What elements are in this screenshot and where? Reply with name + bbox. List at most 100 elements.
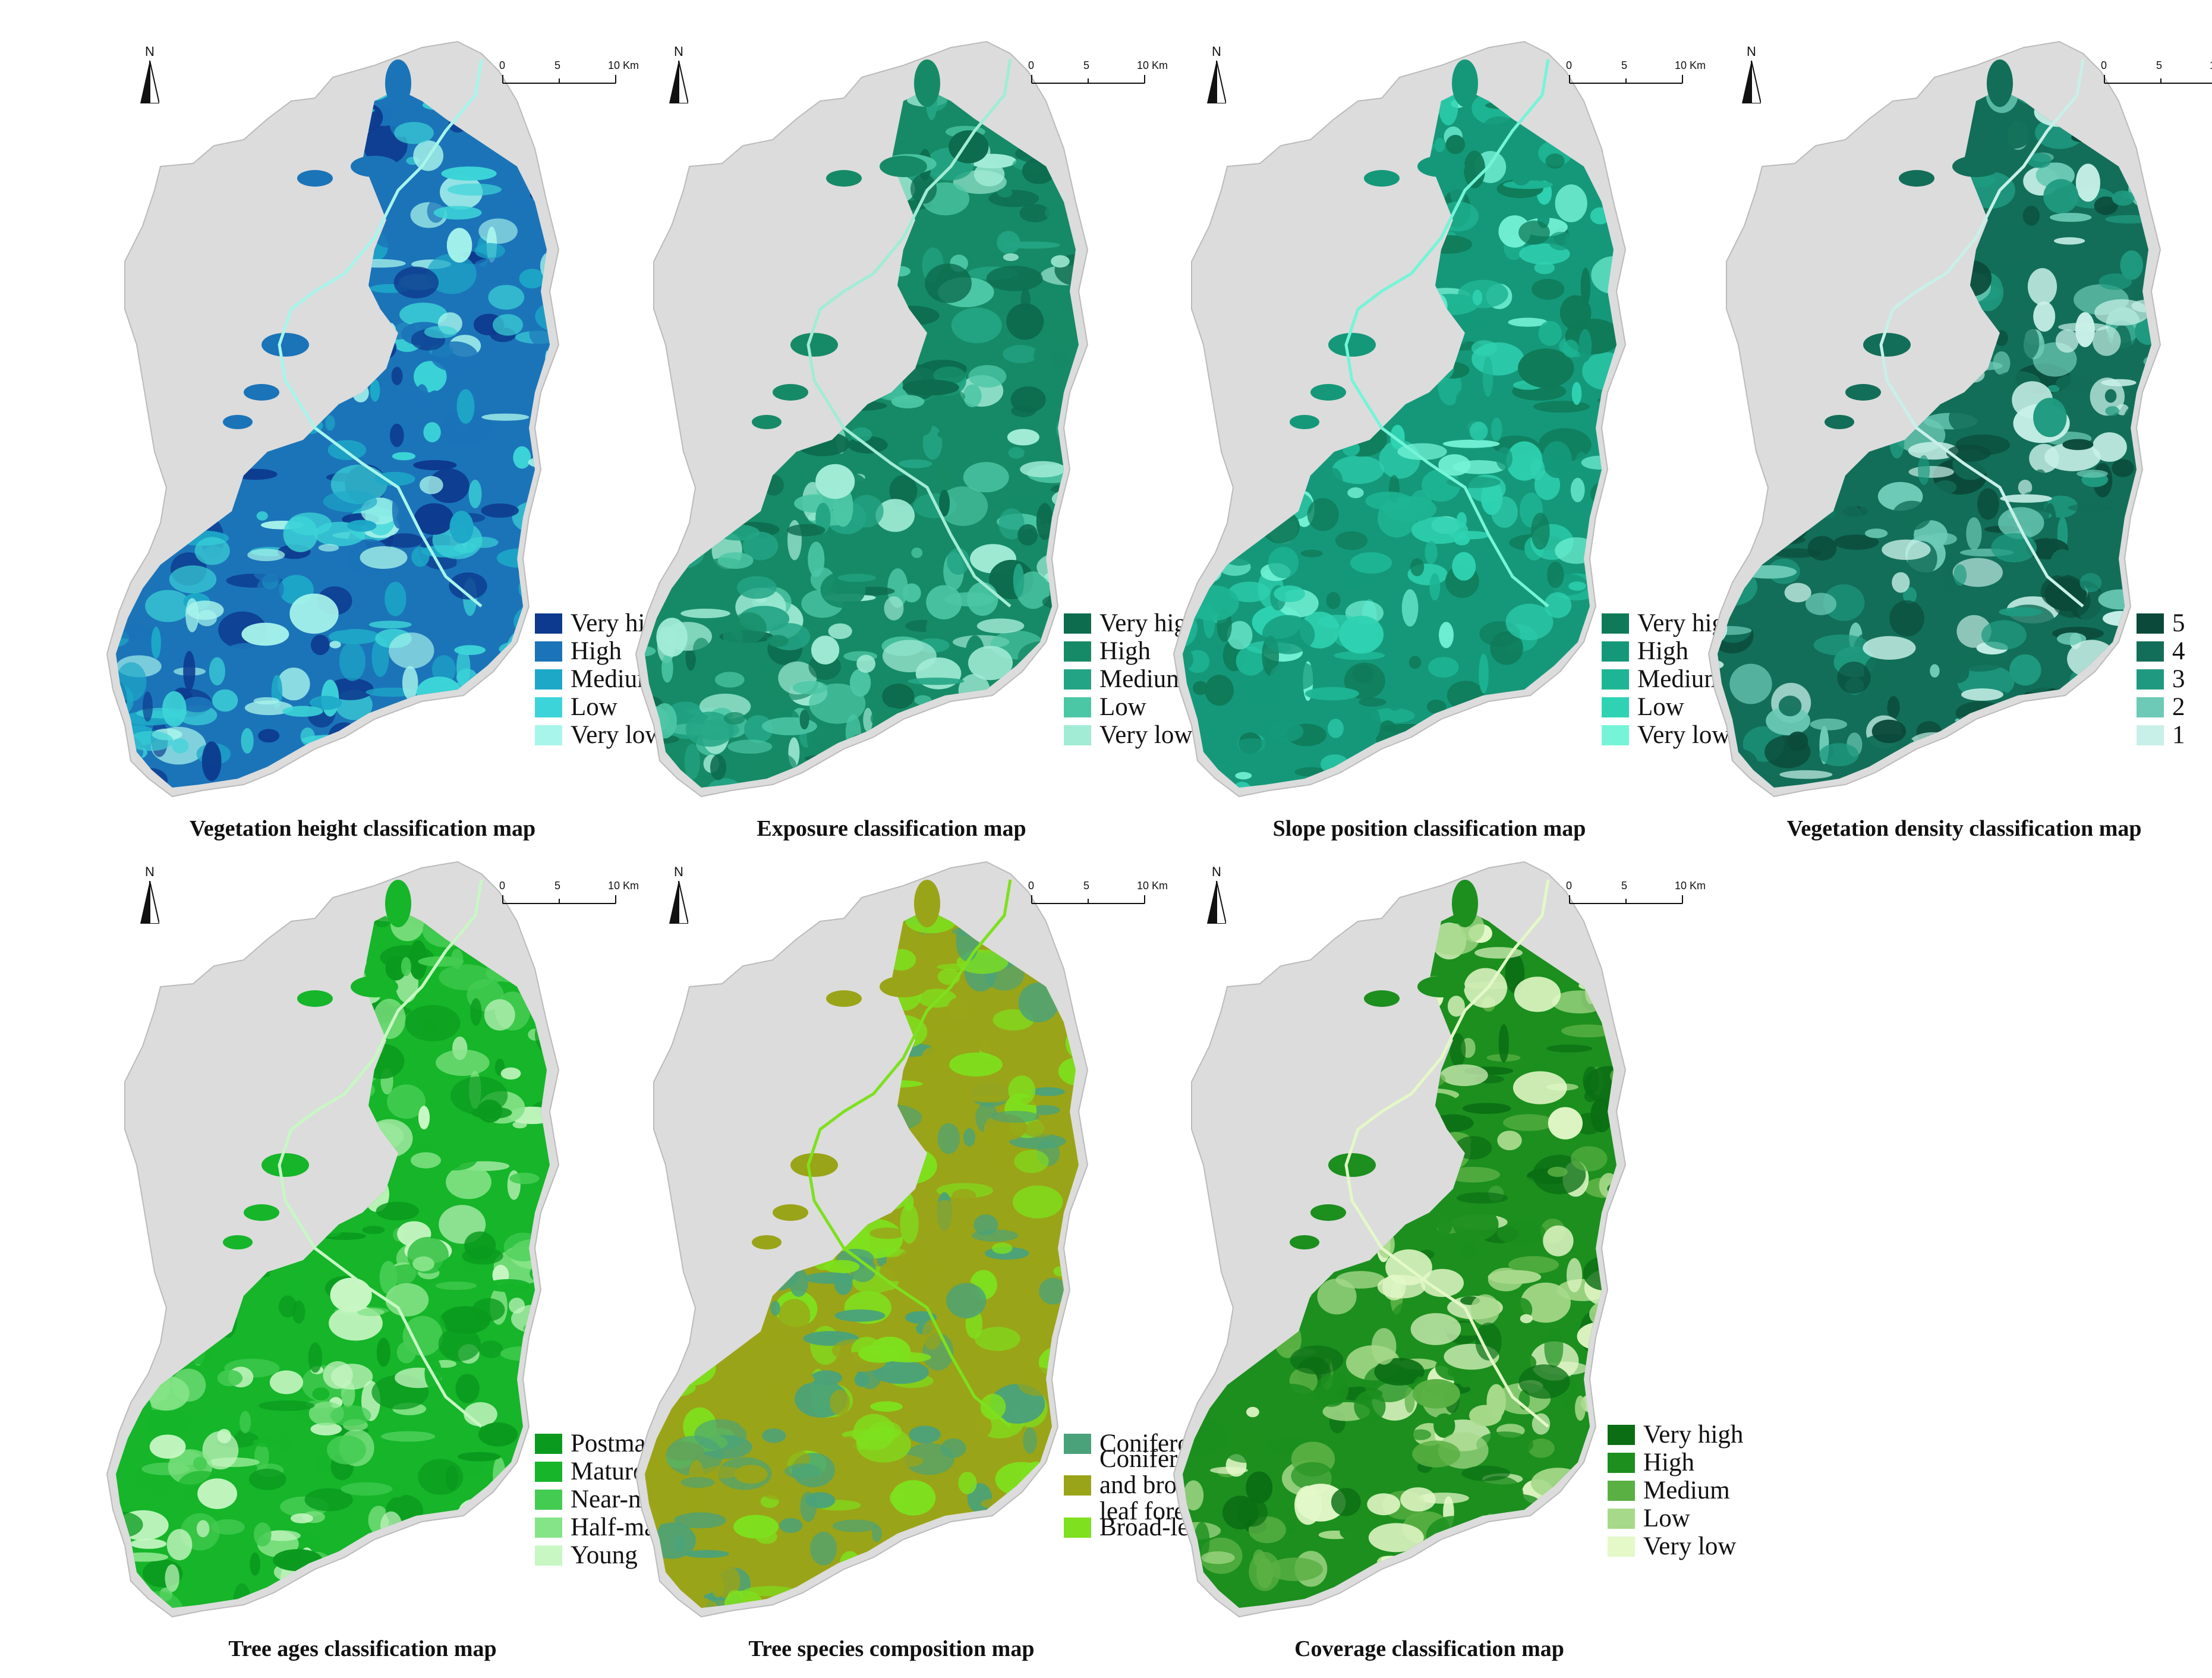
scale-bar-tick-label: 10 Km xyxy=(1675,59,1706,71)
river-line xyxy=(806,59,1012,607)
scale-bar: 0 5 10 Km xyxy=(499,880,639,915)
legend-swatch xyxy=(1602,613,1629,634)
north-arrow-icon xyxy=(1207,61,1226,103)
legend-item: Low xyxy=(1602,693,1756,721)
legend-label: 2 xyxy=(2172,692,2185,721)
forest-patch xyxy=(1310,384,1346,401)
map-legend: Very high High Medium Low Very low xyxy=(1608,1421,1762,1560)
forest-patch xyxy=(223,415,253,429)
scale-bar-tick-label: 10 Km xyxy=(608,880,639,892)
forest-patch xyxy=(773,1204,808,1221)
classification-map xyxy=(1173,40,1627,798)
north-arrow-icon xyxy=(669,881,688,924)
legend-swatch xyxy=(1608,1480,1635,1501)
river-line xyxy=(278,59,483,607)
legend-swatch xyxy=(1608,1424,1635,1445)
legend-item: Low xyxy=(1064,693,1218,721)
forest-patch xyxy=(385,880,411,927)
classification-map xyxy=(635,861,1089,1618)
legend-label: 5 xyxy=(2172,609,2185,637)
legend-item: Medium xyxy=(1602,665,1756,693)
legend-item: 5 xyxy=(2137,609,2212,637)
scale-bar: 0 5 10 Km xyxy=(1566,59,1706,95)
legend-swatch xyxy=(535,1489,562,1510)
forest-patch xyxy=(1899,170,1934,187)
scale-bar: 0 5 10 Km xyxy=(1028,59,1168,95)
legend-item: Low xyxy=(535,693,689,721)
legend-label: Medium xyxy=(1637,665,1724,693)
map-panel-exposure: N 0 5 10 Km Very high High Medium Low Very low Ex… xyxy=(594,12,1199,841)
forest-patch xyxy=(223,1235,253,1249)
forest-patch xyxy=(297,170,333,187)
legend-label: Low xyxy=(1637,692,1684,721)
map-panel-coverage: N 0 5 10 Km Very high High Medium Low Very low Co… xyxy=(1132,832,1743,1661)
forest-patch xyxy=(914,59,940,107)
forest-patch xyxy=(880,976,927,997)
forest-patch xyxy=(1290,1235,1319,1249)
legend-label: Very low xyxy=(571,720,664,749)
forest-patch xyxy=(1290,415,1319,429)
map-caption: Slope position classification map xyxy=(1272,816,1586,841)
forest-patch xyxy=(1825,415,1854,429)
classification-map xyxy=(635,40,1089,798)
legend-swatch xyxy=(535,1433,562,1454)
forest-patch xyxy=(790,1153,838,1177)
map-caption: Tree species composition map xyxy=(748,1636,1035,1661)
scale-bar-tick-label: 0 xyxy=(1566,880,1573,892)
forest-patch xyxy=(1452,59,1478,107)
scale-bar-tick-label: 0 xyxy=(2101,59,2107,71)
map-caption: Vegetation height classification map xyxy=(189,816,536,841)
north-arrow: N xyxy=(1203,44,1230,108)
scale-bar-tick-label: 10 Km xyxy=(1137,880,1168,892)
scale-bar-tick-label: 0 xyxy=(1566,59,1573,71)
forest-patch xyxy=(1417,976,1465,997)
legend-swatch xyxy=(1064,697,1091,717)
north-label: N xyxy=(1212,864,1221,879)
forest-patch xyxy=(1364,170,1400,187)
legend-swatch xyxy=(1602,641,1629,662)
legend-label: Very low xyxy=(1643,1532,1737,1560)
north-arrow: N xyxy=(666,864,692,928)
legend-swatch xyxy=(1602,697,1629,717)
scale-bar: 0 5 10 Km xyxy=(1028,880,1168,915)
north-arrow: N xyxy=(666,44,692,108)
scale-bar-tick-label: 5 xyxy=(2156,59,2163,71)
classification-map xyxy=(1707,40,2161,798)
forest-patch xyxy=(385,59,411,107)
legend-item: Very low xyxy=(1608,1532,1762,1560)
scale-bar-tick-label: 0 xyxy=(499,880,506,892)
map-caption: Coverage classification map xyxy=(1294,1636,1564,1661)
legend-swatch xyxy=(1602,669,1629,690)
north-label: N xyxy=(674,44,683,59)
legend-item: Low xyxy=(1608,1504,1762,1532)
legend-swatch xyxy=(2137,725,2164,745)
legend-label: Very low xyxy=(1099,720,1193,749)
legend-swatch xyxy=(1064,725,1091,745)
north-label: N xyxy=(145,44,155,59)
legend-item: High xyxy=(1608,1449,1762,1476)
legend-label: Young xyxy=(571,1541,638,1569)
scale-bar-tick-label: 10 Km xyxy=(1675,880,1706,892)
scale-bar: 0 5 10 Km xyxy=(1566,880,1706,915)
legend-swatch xyxy=(2137,613,2164,634)
scale-bar-tick-label: 5 xyxy=(1083,880,1090,892)
legend-item: High xyxy=(1602,637,1756,665)
scale-bar-tick-label: 5 xyxy=(1621,880,1628,892)
forest-patch xyxy=(1328,1153,1376,1177)
map-panel-slope-position: N 0 5 10 Km Very high High Medium Low Very low Sl… xyxy=(1132,12,1737,841)
legend-item: Medium xyxy=(1608,1476,1762,1504)
map-panel-tree-ages: N 0 5 10 Km Postmature Mature Near-mature Half-… xyxy=(65,832,699,1661)
legend-swatch xyxy=(535,669,562,690)
north-arrow-icon xyxy=(1742,61,1761,103)
north-arrow: N xyxy=(1203,864,1230,928)
legend-label: High xyxy=(1099,637,1151,665)
river-line xyxy=(806,879,1012,1428)
legend-swatch xyxy=(535,1545,562,1566)
forest-patch xyxy=(1310,1204,1346,1221)
forest-patch xyxy=(826,170,862,187)
forest-patch xyxy=(1952,156,2000,177)
legend-item: Very low xyxy=(535,721,689,749)
forest-patch xyxy=(1845,384,1881,401)
legend-item: 4 xyxy=(2137,637,2212,665)
